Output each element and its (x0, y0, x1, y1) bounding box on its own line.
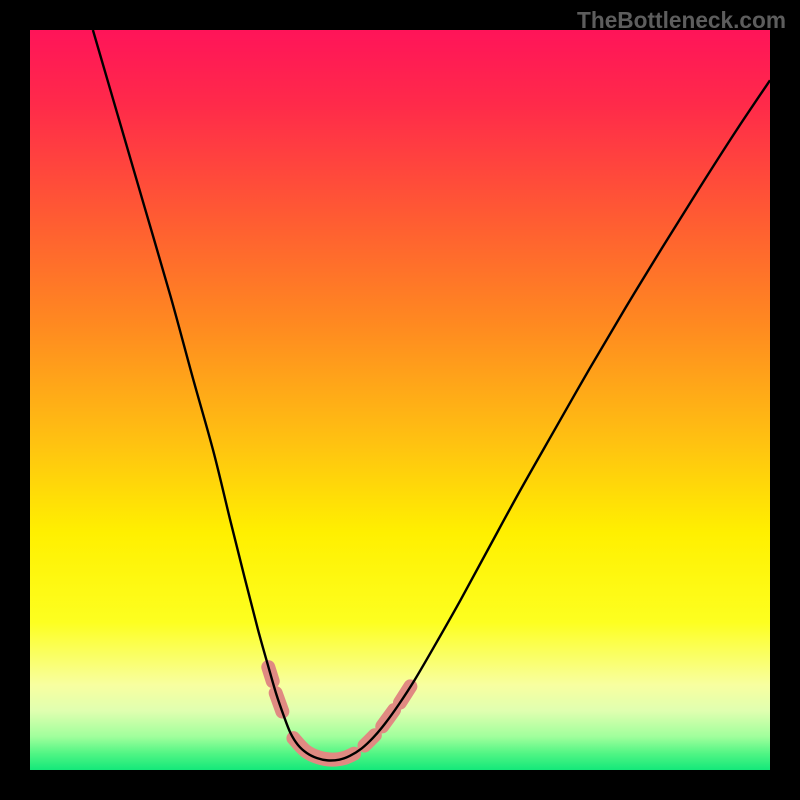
watermark-text: TheBottleneck.com (577, 7, 786, 34)
bottleneck-chart (0, 0, 800, 800)
plot-background (30, 30, 770, 770)
